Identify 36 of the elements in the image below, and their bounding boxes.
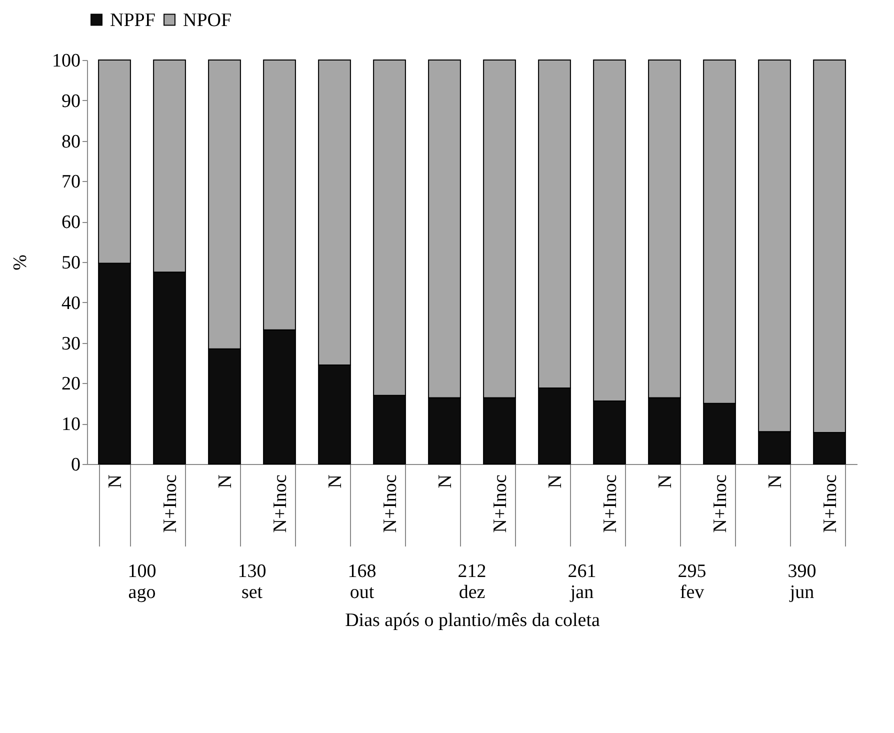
- legend-label: NPPF: [110, 10, 156, 31]
- x-tick-label: N+Inoc: [270, 474, 291, 533]
- y-tick-label: 50: [62, 252, 80, 274]
- y-tick-label: 40: [62, 292, 80, 314]
- y-tick-label: 30: [62, 333, 80, 354]
- x-tick-label: N+Inoc: [710, 474, 731, 533]
- text: 100 ago: [128, 561, 156, 603]
- x-tick-label: N+Inoc: [380, 474, 401, 533]
- x-tick-label: N+Inoc: [490, 474, 511, 533]
- y-tick-label: 20: [62, 374, 80, 395]
- y-tick-label: 80: [62, 131, 80, 152]
- text: 390 jun: [788, 561, 816, 603]
- x-tick-label: N+Inoc: [160, 474, 181, 533]
- text: 130 set: [238, 561, 266, 603]
- text: 168 out: [348, 561, 376, 603]
- x-tick-label: N+Inoc: [600, 474, 621, 533]
- y-tick-label: 10: [62, 414, 80, 436]
- x-tick-label: N: [765, 474, 786, 488]
- x-tick-label: N: [655, 474, 676, 488]
- x-tick-label: N: [215, 474, 236, 488]
- x-axis-title: Dias após o plantio/mês da coleta: [345, 610, 600, 631]
- y-tick-label: 100: [52, 50, 80, 72]
- x-tick-label: N: [325, 474, 346, 488]
- y-tick-label: 90: [62, 90, 80, 112]
- x-tick-label: N: [435, 474, 456, 488]
- text: 295 fev: [678, 561, 706, 603]
- x-tick-label: N+Inoc: [820, 474, 841, 533]
- legend-label: NPOF: [183, 10, 232, 31]
- y-tick-label: 70: [62, 172, 80, 193]
- y-tick-label: 60: [62, 212, 80, 234]
- y-tick-label: 0: [71, 454, 80, 476]
- x-tick-label: N: [545, 474, 566, 488]
- text: 261 jan: [568, 561, 596, 603]
- x-tick-label: N: [105, 474, 126, 488]
- y-axis-title: %: [10, 254, 31, 270]
- text: 212 dez: [458, 561, 486, 603]
